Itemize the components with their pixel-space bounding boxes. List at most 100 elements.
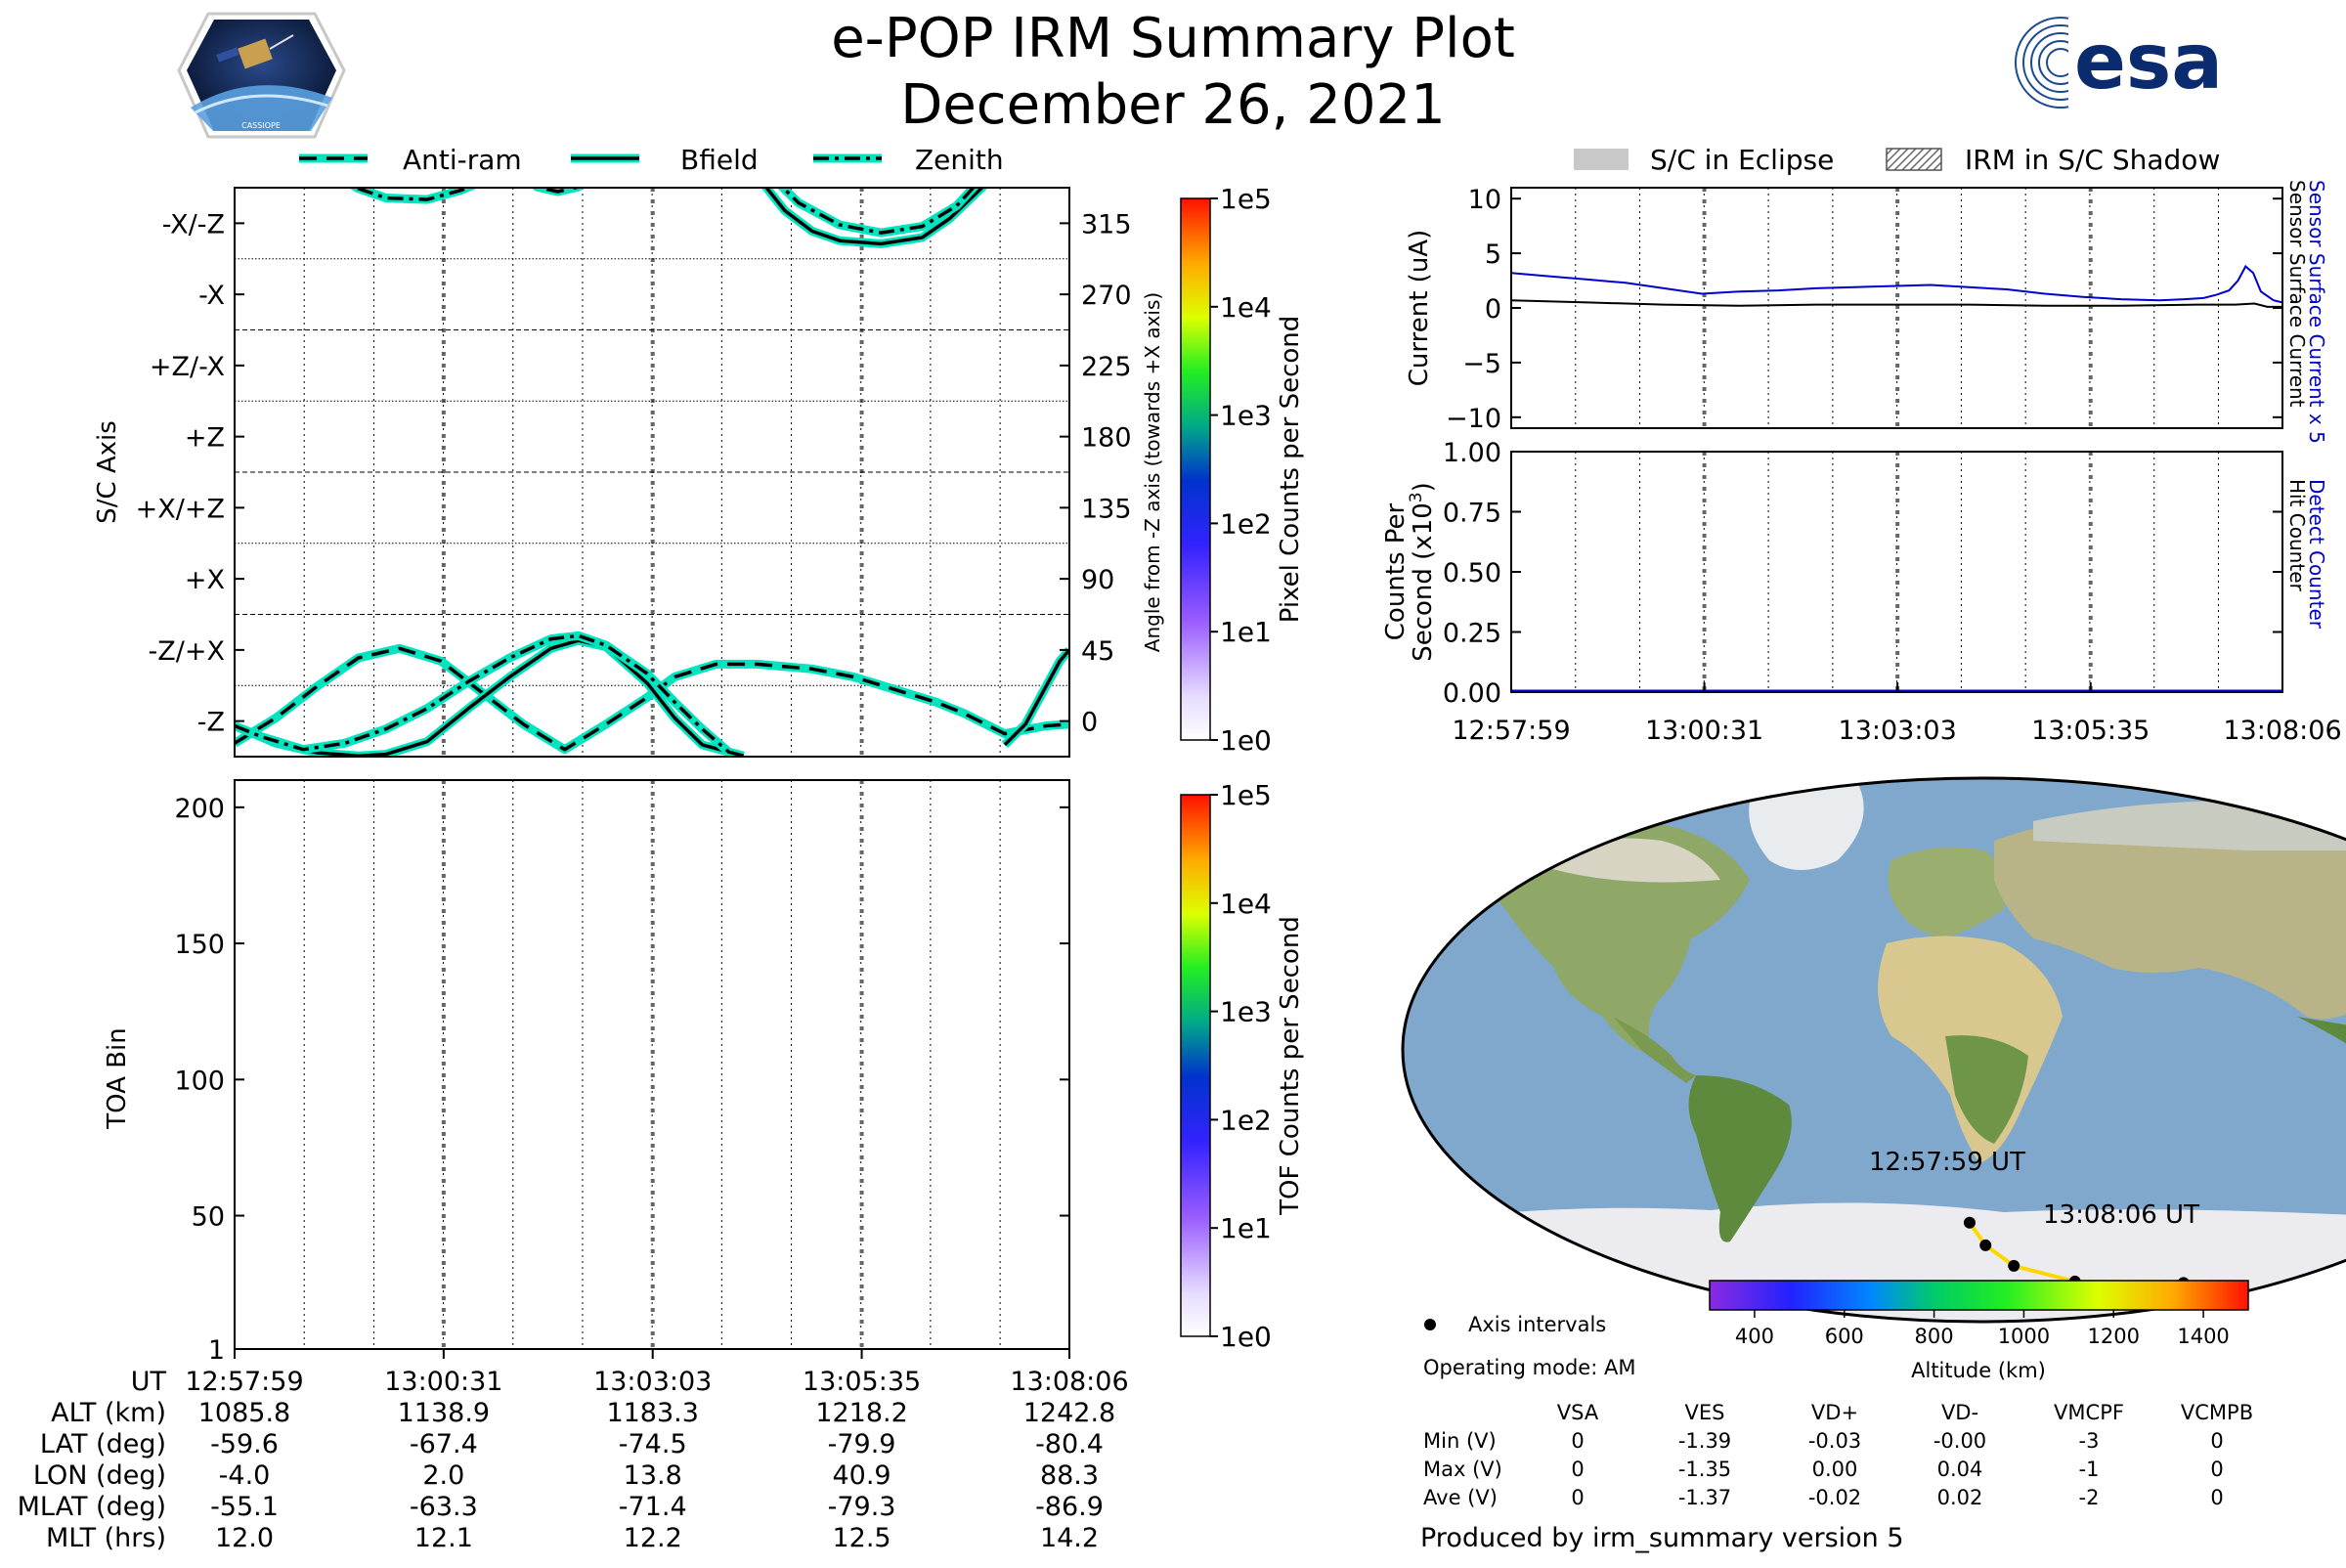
ephemeris-cell: 1085.8 (198, 1398, 290, 1428)
ephemeris-cell: -71.4 (619, 1492, 687, 1522)
toa-tick-label: 1 (208, 1335, 225, 1366)
counts-ylabel-exp: 3 (1407, 492, 1426, 502)
cassiope-badge-icon: CASSIOPE (177, 12, 346, 139)
current-ylabel: Current (uA) (1405, 230, 1434, 386)
zenith-series-line (780, 188, 977, 235)
pixel-colorbar-tick-label: 1e1 (1220, 616, 1272, 648)
counts-y2label-black: Hit Counter (2285, 479, 2309, 591)
voltage-row-label: Max (V) (1423, 1458, 1502, 1481)
ephemeris-cell: 12.5 (832, 1523, 891, 1553)
ephemeris-cell: -79.3 (828, 1492, 896, 1522)
anti-ram-series-line (535, 188, 581, 194)
orbit-map: 12:57:59 UT 13:08:06 UT (1401, 776, 2346, 1324)
axis-interval-marker (1979, 1239, 1992, 1251)
altitude-colorbar-label: Altitude (km) (1911, 1359, 2046, 1382)
bfield-series-line (763, 188, 985, 246)
toa-tick-label: 100 (174, 1066, 225, 1096)
sc-axis-tick-label: +X/+Z (136, 494, 225, 524)
counts-tick-label: 0.00 (1443, 678, 1501, 709)
sc-axis-panel: -Z 0 -Z/+X 45 +X 90 +X/+Z 135 +Z 180 +Z/-X 225 -X 270… (93, 187, 1164, 758)
sc-axis-tick-label: -Z/+X (149, 636, 225, 667)
ephemeris-cell: 1183.3 (606, 1398, 698, 1428)
ephemeris-cell: 14.2 (1040, 1523, 1099, 1553)
tof-colorbar-tick-label: 1e3 (1220, 996, 1272, 1028)
voltage-cell: -3 (2079, 1429, 2100, 1453)
ephemeris-cell: 12.0 (215, 1523, 274, 1553)
pixel-colorbar: 1e5 1e4 1e3 1e2 1e1 1e0 Pixel Counts per Seco… (1180, 183, 1305, 757)
pixel-colorbar-tick-label: 1e0 (1220, 724, 1272, 757)
voltage-cell: -1.37 (1678, 1486, 1731, 1509)
voltage-cell: 0 (1571, 1429, 1584, 1453)
sc-axis-ylabel: S/C Axis (93, 420, 122, 524)
altitude-tick-label: 400 (1735, 1325, 1774, 1348)
voltage-cell: -2 (2079, 1486, 2100, 1509)
ephemeris-row-label: MLAT (deg) (18, 1492, 166, 1522)
altitude-tick-label: 1400 (2177, 1325, 2229, 1348)
ephemeris-cell: -80.4 (1035, 1429, 1104, 1459)
ephemeris-cell: 1218.2 (815, 1398, 907, 1428)
voltage-cell: -1.39 (1678, 1429, 1731, 1453)
legend-anti-ram: Anti-ram (403, 144, 522, 176)
voltage-cell: 0.04 (1937, 1458, 1983, 1481)
counts-ylabel-close: ) (1409, 482, 1438, 492)
voltage-cell: 0.02 (1937, 1486, 1983, 1509)
time-tick-label: 13:00:31 (1645, 716, 1763, 746)
altitude-colorbar: 400 600 800 1000 1200 1400 Altitude (km) (1709, 1280, 2249, 1382)
track-end-label: 13:08:06 UT (2043, 1200, 2199, 1230)
axis-interval-marker (1963, 1216, 1976, 1229)
time-tick-label: 12:57:59 (1452, 716, 1570, 746)
voltage-col-header: VSA (1557, 1401, 1599, 1424)
pixel-colorbar-tick-label: 1e5 (1220, 183, 1272, 215)
voltage-cell: 0 (1571, 1486, 1584, 1509)
voltage-cell: 0 (2210, 1458, 2223, 1481)
ephemeris-cell: 12.2 (624, 1523, 682, 1553)
voltage-cell: 0 (2210, 1429, 2223, 1453)
current-tick-label: 0 (1485, 294, 1501, 325)
ephemeris-cell: 1138.9 (398, 1398, 490, 1428)
tof-colorbar-label: TOF Counts per Second (1276, 916, 1305, 1216)
sc-angle-tick-label: 0 (1081, 708, 1098, 738)
counts-y2label-blue: Detect Counter (2305, 479, 2328, 630)
ephemeris-cell: 1242.8 (1023, 1398, 1115, 1428)
current-tick-label: 10 (1468, 185, 1501, 215)
anti-ram-series-halo (531, 188, 586, 196)
tof-colorbar-tick-label: 1e4 (1220, 888, 1272, 920)
voltage-col-header: VD- (1941, 1401, 1978, 1424)
time-tick-label: 13:08:06 (2223, 716, 2341, 746)
ephemeris-cell: 13:03:03 (593, 1367, 712, 1397)
time-tick-label: 13:05:35 (2031, 716, 2150, 746)
time-tick-label: 13:03:03 (1839, 716, 1957, 746)
pixel-colorbar-tick-label: 1e4 (1220, 291, 1272, 324)
voltage-cell: 0.00 (1812, 1458, 1858, 1481)
sc-angle-tick-label: 180 (1081, 423, 1132, 454)
zenith-series-halo (348, 188, 479, 204)
ephemeris-row-label: LON (deg) (33, 1460, 166, 1491)
ephemeris-cell: -86.9 (1035, 1492, 1104, 1522)
figure-date: December 26, 2021 (900, 73, 1446, 137)
legend-eclipse: S/C in Eclipse (1650, 144, 1834, 176)
voltage-row-label: Ave (V) (1423, 1486, 1498, 1509)
surface-current-x5-line (1511, 264, 2282, 304)
current-tick-label: −5 (1462, 349, 1501, 379)
toa-tick-label: 150 (174, 930, 225, 960)
axis-interval-marker (2008, 1259, 2020, 1272)
current-tick-label: −10 (1446, 404, 1501, 434)
current-tick-label: 5 (1485, 240, 1501, 270)
ephemeris-cell: -4.0 (219, 1460, 271, 1491)
sc-axis-tick-label: -Z (197, 708, 225, 738)
tof-colorbar-tick-label: 1e0 (1220, 1321, 1272, 1353)
pixel-colorbar-tick-label: 1e2 (1220, 507, 1272, 540)
tof-colorbar-tick-label: 1e1 (1220, 1212, 1272, 1244)
altitude-tick-label: 1000 (1998, 1325, 2050, 1348)
altitude-tick-label: 600 (1825, 1325, 1864, 1348)
ephemeris-cell: -63.3 (410, 1492, 478, 1522)
ephemeris-cell: -55.1 (210, 1492, 279, 1522)
sc-axis-tick-label: -X/-Z (162, 209, 225, 240)
sc-axis-y2label: Angle from -Z axis (towards +X axis) (1141, 292, 1164, 652)
voltage-row-label: Min (V) (1423, 1429, 1497, 1453)
voltage-cell: -0.03 (1808, 1429, 1861, 1453)
sc-axis-tick-label: +Z/-X (150, 352, 225, 382)
operating-mode: Operating mode: AM (1423, 1356, 1635, 1379)
